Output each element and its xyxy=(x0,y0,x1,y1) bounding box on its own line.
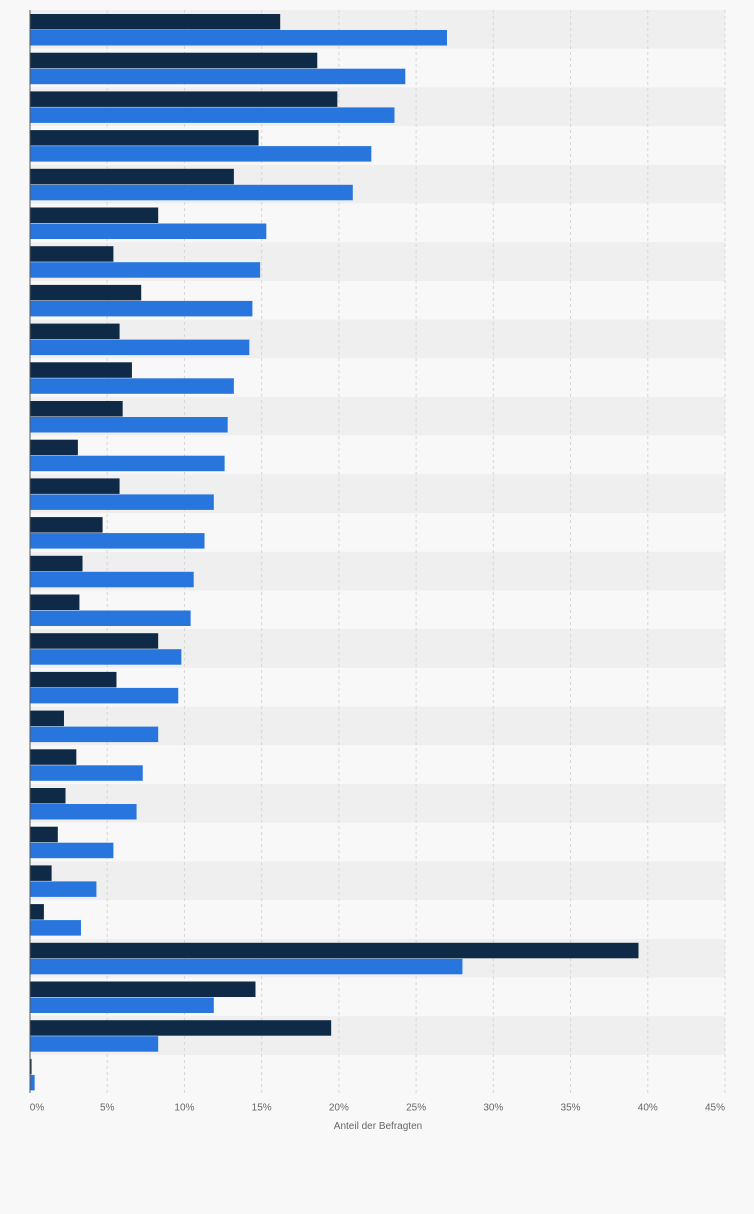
row-band xyxy=(30,900,725,939)
bar-series-1 xyxy=(30,981,256,997)
bar-series-1 xyxy=(30,362,132,378)
bar-series-2 xyxy=(30,339,250,356)
bar-series-1 xyxy=(30,478,120,494)
x-axis-label: Anteil der Befragten xyxy=(334,1121,422,1132)
bar-series-2 xyxy=(30,765,143,781)
bar-series-1 xyxy=(30,1058,32,1075)
bar-series-2 xyxy=(30,300,253,317)
bar-series-2 xyxy=(30,107,395,123)
row-band xyxy=(30,1054,725,1094)
bar-series-1 xyxy=(30,284,142,301)
bar-series-1 xyxy=(30,207,159,223)
bar-series-1 xyxy=(30,246,114,262)
x-tick-label: 25% xyxy=(406,1103,426,1114)
bar-series-1 xyxy=(30,401,123,417)
bar-series-1 xyxy=(30,749,77,765)
x-tick-label: 15% xyxy=(252,1103,272,1114)
bar-series-1 xyxy=(30,904,44,920)
x-tick-label: 10% xyxy=(174,1103,194,1114)
bar-series-2 xyxy=(30,455,225,472)
bar-series-2 xyxy=(30,184,353,201)
bar-series-2 xyxy=(30,687,179,704)
bar-series-2 xyxy=(30,804,137,820)
bar-series-2 xyxy=(30,881,97,897)
bar-series-2 xyxy=(30,842,114,859)
bar-series-1 xyxy=(30,91,338,107)
bar-series-1 xyxy=(30,633,159,649)
bar-series-1 xyxy=(30,439,78,456)
row-band xyxy=(30,784,725,823)
bar-series-1 xyxy=(30,14,281,30)
bar-series-1 xyxy=(30,865,52,881)
bar-series-1 xyxy=(30,710,64,727)
bar-series-2 xyxy=(30,1074,35,1091)
x-tick-label: 20% xyxy=(329,1103,349,1114)
bar-series-2 xyxy=(30,726,159,743)
bar-series-2 xyxy=(30,533,205,549)
bar-series-2 xyxy=(30,1036,159,1052)
bar-series-2 xyxy=(30,649,182,665)
x-tick-label: 30% xyxy=(483,1103,503,1114)
row-band xyxy=(30,822,725,862)
x-tick-label: 0% xyxy=(30,1103,45,1114)
bar-series-1 xyxy=(30,323,120,340)
bar-series-1 xyxy=(30,52,318,69)
row-band xyxy=(30,861,725,901)
bar-series-1 xyxy=(30,130,259,146)
x-tick-labels: 0% 5% 10% 15% 20% 25% 30% 35% 40% 45% xyxy=(30,1103,725,1114)
x-tick-label: 5% xyxy=(100,1103,115,1114)
bar-series-2 xyxy=(30,262,261,278)
bar-series-1 xyxy=(30,555,83,572)
bar-series-1 xyxy=(30,671,117,688)
bar-series-2 xyxy=(30,223,267,239)
row-band xyxy=(30,745,725,784)
x-tick-label: 35% xyxy=(561,1103,581,1114)
bar-series-2 xyxy=(30,997,214,1013)
bar-series-2 xyxy=(30,920,81,936)
bar-series-2 xyxy=(30,571,194,588)
bar-series-2 xyxy=(30,146,372,162)
bar-series-2 xyxy=(30,30,447,46)
bar-series-1 xyxy=(30,942,639,959)
bar-series-2 xyxy=(30,494,214,510)
bar-series-2 xyxy=(30,958,463,975)
bar-series-2 xyxy=(30,417,228,433)
bar-series-1 xyxy=(30,517,103,533)
bar-series-1 xyxy=(30,594,80,610)
bar-series-1 xyxy=(30,1020,332,1036)
bars xyxy=(30,14,639,1091)
x-tick-label: 45% xyxy=(705,1103,725,1114)
bar-series-2 xyxy=(30,378,234,394)
bar-series-1 xyxy=(30,788,66,804)
bar-series-2 xyxy=(30,68,406,85)
bar-series-1 xyxy=(30,826,58,843)
x-tick-label: 40% xyxy=(638,1103,658,1114)
bar-series-1 xyxy=(30,168,234,185)
bar-series-2 xyxy=(30,610,191,626)
